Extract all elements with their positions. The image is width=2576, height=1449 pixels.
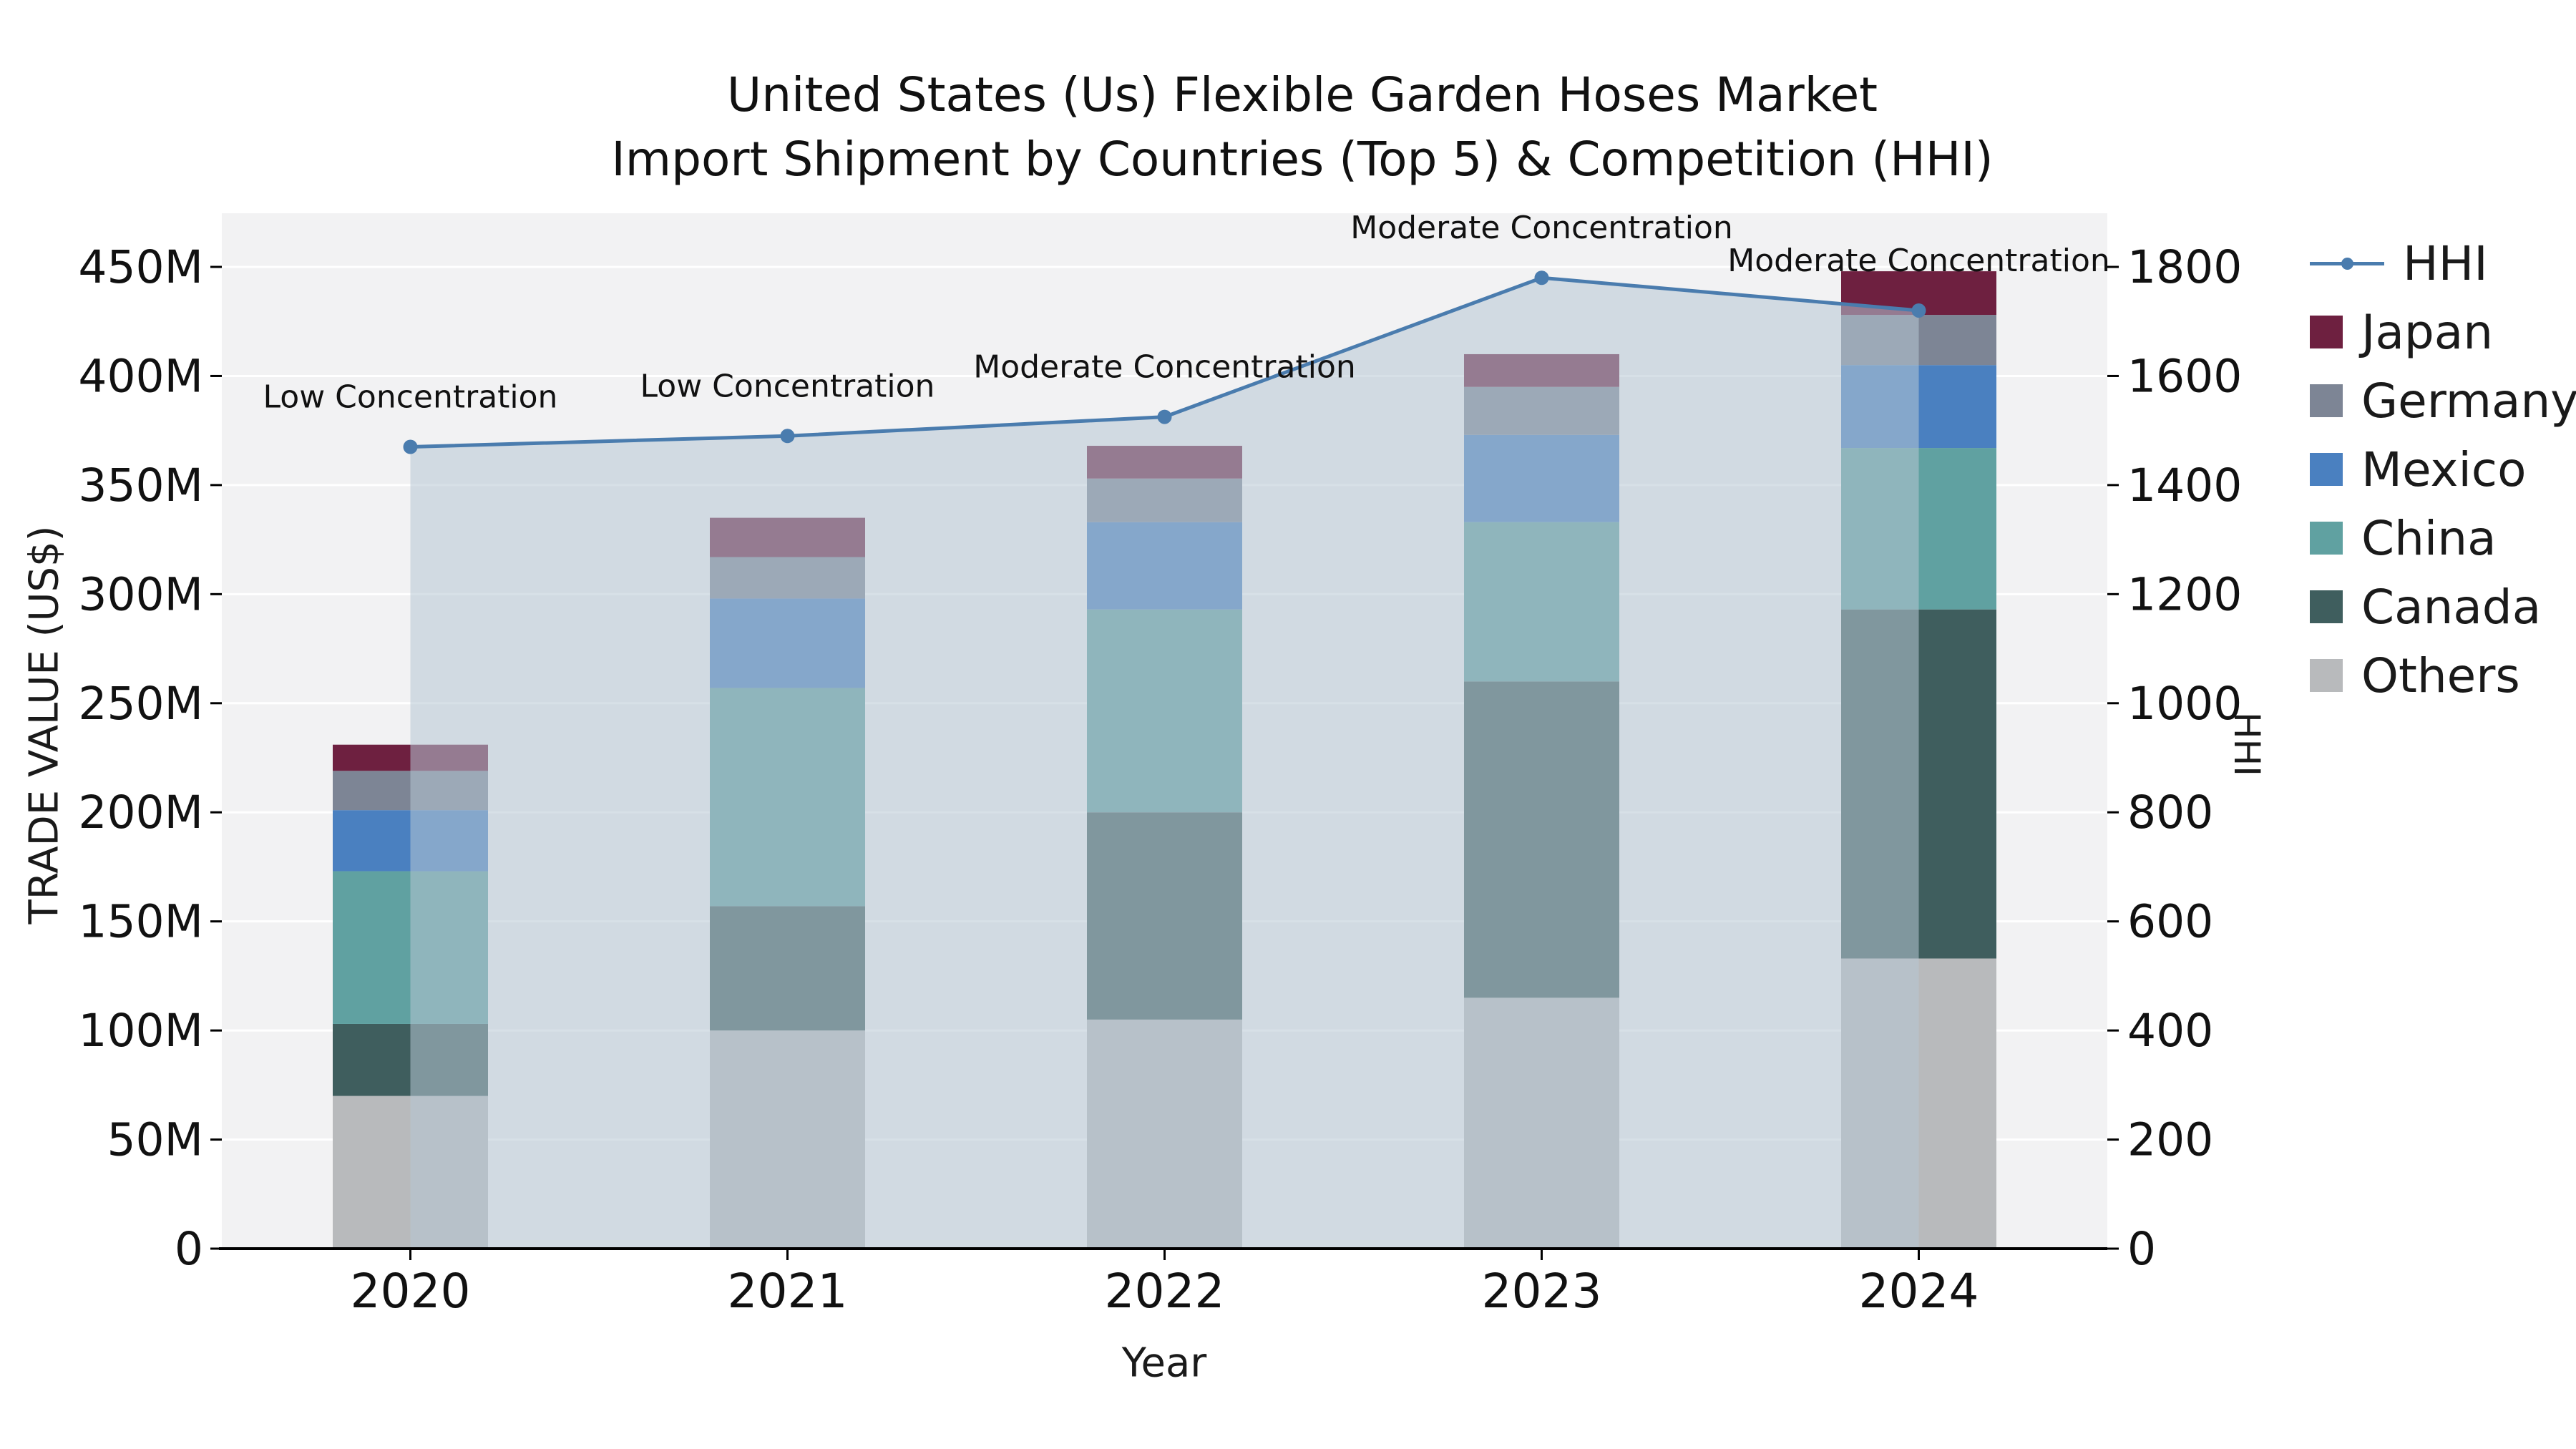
x-tick-label: 2022 xyxy=(1105,1264,1225,1319)
legend-item-germany: Germany xyxy=(2310,373,2576,429)
left-tick-label: 0 xyxy=(175,1223,203,1275)
right-tick-label: 1600 xyxy=(2127,350,2242,402)
right-tick-label: 800 xyxy=(2127,786,2213,839)
right-tick-label: 1200 xyxy=(2127,568,2242,620)
chart-title-line2: Import Shipment by Countries (Top 5) & C… xyxy=(611,132,1994,187)
chart-title: United States (Us) Flexible Garden Hoses… xyxy=(0,63,2576,192)
x-tick-label: 2021 xyxy=(728,1264,848,1319)
legend-item-mexico: Mexico xyxy=(2310,441,2576,497)
legend-swatch-others xyxy=(2310,659,2343,692)
left-tick-label: 100M xyxy=(78,1005,203,1057)
legend-item-others: Others xyxy=(2310,648,2576,703)
hhi-marker xyxy=(1157,409,1172,424)
hhi-marker xyxy=(1911,303,1926,318)
legend-swatch-japan xyxy=(2310,316,2343,348)
x-tick-label: 2024 xyxy=(1859,1264,1979,1319)
hhi-marker xyxy=(780,429,795,444)
annotation-2021: Low Concentration xyxy=(640,368,935,404)
x-tick-label: 2020 xyxy=(351,1264,471,1319)
hhi-area-fill xyxy=(410,278,1919,1249)
left-tick-label: 350M xyxy=(78,459,203,512)
right-tick-label: 0 xyxy=(2127,1223,2156,1275)
legend-item-canada: Canada xyxy=(2310,579,2576,635)
legend-label-japan: Japan xyxy=(2361,304,2494,360)
legend-label-germany: Germany xyxy=(2361,373,2576,429)
left-tick-label: 300M xyxy=(78,568,203,620)
x-axis-title: Year xyxy=(1121,1340,1207,1387)
right-tick-label: 1400 xyxy=(2127,459,2242,512)
annotation-2022: Moderate Concentration xyxy=(973,349,1356,386)
legend-swatch-canada xyxy=(2310,590,2343,623)
left-tick-label: 200M xyxy=(78,786,203,839)
hhi-marker-dot-icon xyxy=(2341,258,2353,270)
left-tick-label: 150M xyxy=(78,896,203,948)
legend-item-japan: Japan xyxy=(2310,304,2576,360)
left-tick-label: 250M xyxy=(78,678,203,730)
legend-label-hhi: HHI xyxy=(2403,235,2488,291)
left-tick-label: 450M xyxy=(78,241,203,293)
left-axis-title: TRADE VALUE (US$) xyxy=(21,525,68,924)
legend: HHI Japan Germany Mexico China Canada Others xyxy=(2310,235,2576,703)
right-tick-label: 1800 xyxy=(2127,241,2242,293)
right-tick-label: 1000 xyxy=(2127,678,2242,730)
left-tick-label: 50M xyxy=(107,1114,203,1166)
annotation-2020: Low Concentration xyxy=(263,379,558,416)
hhi-marker xyxy=(1534,270,1549,286)
right-tick-label: 600 xyxy=(2127,896,2213,948)
legend-label-china: China xyxy=(2361,510,2497,566)
hhi-line-swatch xyxy=(2310,247,2384,280)
annotation-2024: Moderate Concentration xyxy=(1727,243,2110,279)
legend-item-hhi: HHI xyxy=(2310,235,2576,291)
annotation-2023: Moderate Concentration xyxy=(1350,210,1733,246)
legend-swatch-germany xyxy=(2310,384,2343,417)
right-tick-label: 200 xyxy=(2127,1114,2213,1166)
legend-label-canada: Canada xyxy=(2361,579,2542,635)
right-tick-label: 400 xyxy=(2127,1005,2213,1057)
legend-label-others: Others xyxy=(2361,648,2520,703)
x-tick-label: 2023 xyxy=(1482,1264,1602,1319)
legend-item-china: China xyxy=(2310,510,2576,566)
legend-swatch-china xyxy=(2310,522,2343,555)
legend-swatch-mexico xyxy=(2310,453,2343,486)
right-axis-title: HHI xyxy=(2226,712,2268,776)
left-tick-label: 400M xyxy=(78,350,203,402)
legend-label-mexico: Mexico xyxy=(2361,441,2527,497)
chart-title-line1: United States (Us) Flexible Garden Hoses… xyxy=(726,67,1878,122)
hhi-marker xyxy=(403,439,418,454)
